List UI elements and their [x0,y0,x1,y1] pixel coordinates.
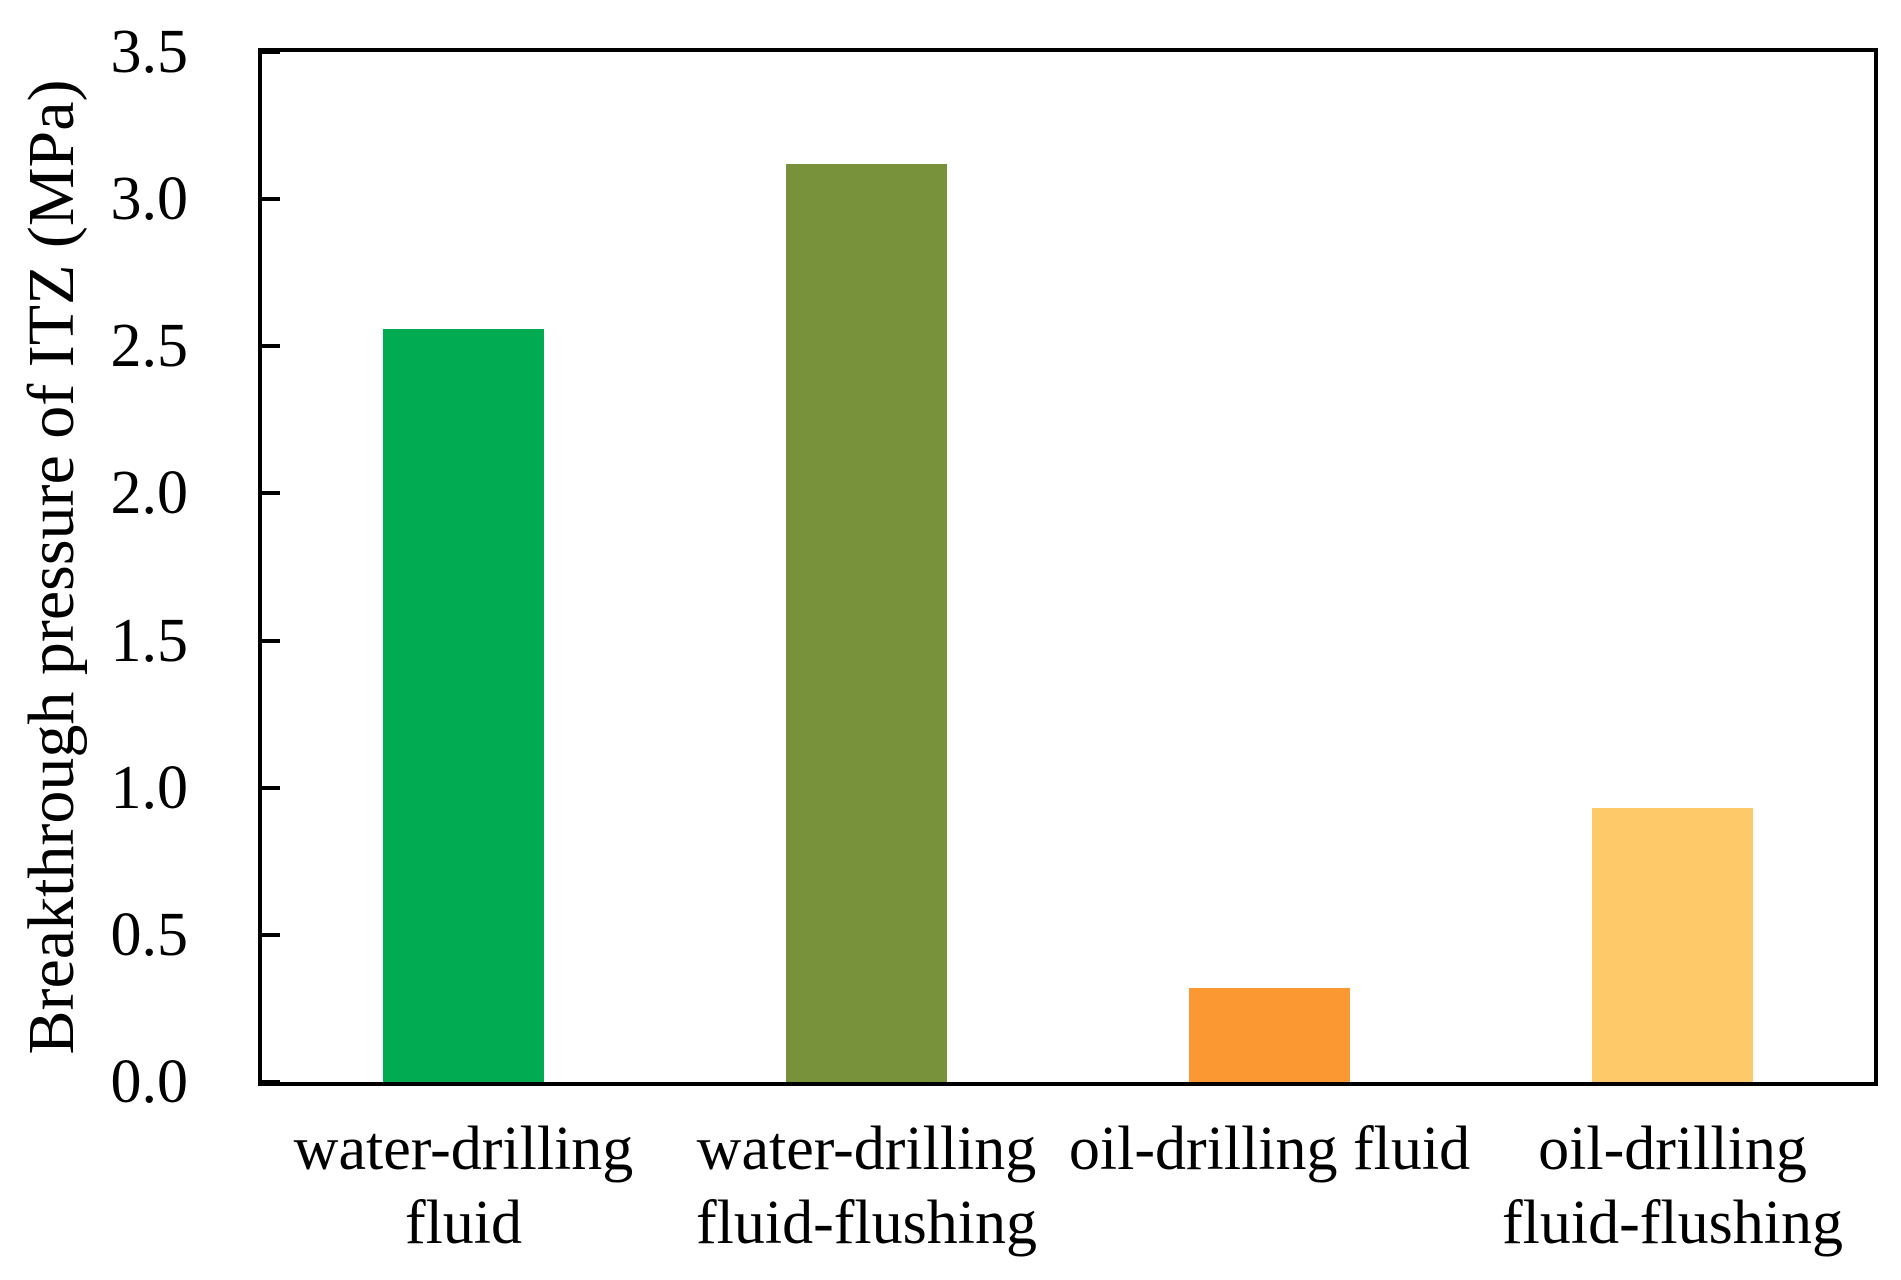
y-tick-mark [262,1080,280,1084]
y-tick-label: 2.0 [110,459,189,528]
y-tick-mark [262,344,280,349]
bar-1 [382,328,545,1082]
y-tick-mark [262,638,280,643]
y-tick-mark [262,785,280,790]
plot-area [258,48,1878,1086]
x-category-label: water-drilling fluid [293,1115,634,1257]
y-tick-mark [262,197,280,202]
y-tick-label: 1.5 [110,606,189,675]
y-tick-mark [262,50,280,54]
y-tick-mark [262,491,280,496]
bar-2 [785,163,948,1082]
x-category-label: water-drilling fluid-flushing [696,1115,1037,1257]
bar-4 [1591,808,1754,1082]
y-tick-label: 1.0 [110,753,189,822]
y-tick-label: 3.0 [110,165,189,234]
x-category-label: oil-drilling fluid [1068,1115,1471,1183]
bar-3 [1188,987,1351,1082]
y-tick-label: 2.5 [110,312,189,381]
y-tick-label: 3.5 [110,18,189,86]
y-tick-label: 0.0 [110,1048,189,1116]
y-tick-mark [262,932,280,937]
y-tick-label: 0.5 [110,900,189,969]
x-category-label: oil-drilling fluid-flushing [1502,1115,1843,1257]
